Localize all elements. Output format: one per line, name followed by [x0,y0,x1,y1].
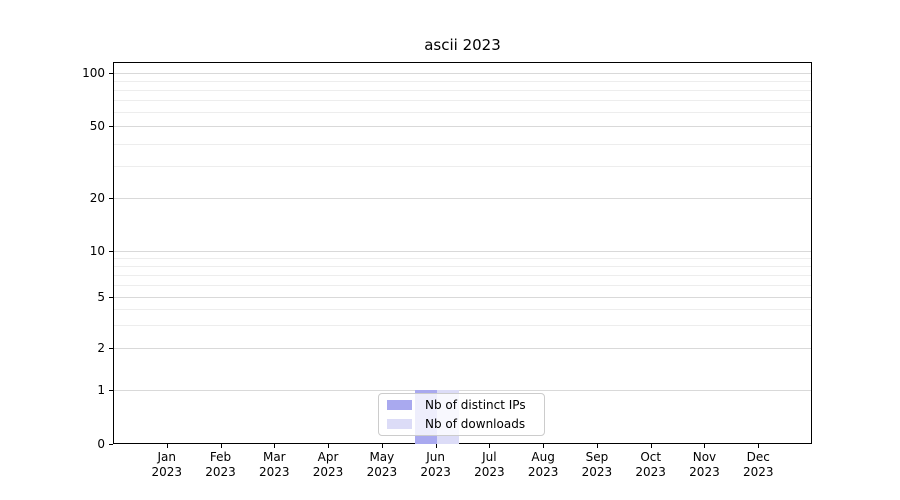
y-tick [109,444,113,445]
x-tick-label: May 2023 [366,450,398,479]
x-tick-label: Dec 2023 [742,450,774,479]
x-tick-label: Mar 2023 [259,450,290,479]
x-tick [328,444,330,448]
x-tick [543,444,545,448]
major-gridline [114,251,811,252]
minor-gridline [114,143,811,145]
y-tick [109,73,113,74]
x-tick [435,444,437,448]
legend-item-distinct-ips: Nb of distinct IPs [387,397,536,413]
minor-gridline [114,284,811,286]
y-tick [109,348,113,349]
minor-gridline [114,309,811,311]
x-tick [381,444,383,448]
x-tick-label: Feb 2023 [205,450,236,479]
minor-gridline [114,265,811,267]
x-tick-label: Sep 2023 [581,450,613,479]
x-tick [220,444,222,448]
y-tick-label: 1 [97,383,105,397]
x-tick [596,444,598,448]
y-tick [109,198,113,199]
x-tick-label: Nov 2023 [689,450,720,479]
y-tick-label: 0 [97,437,105,451]
y-tick [109,390,113,391]
y-tick-label: 5 [97,290,105,304]
major-gridline [114,126,811,127]
major-gridline [114,348,811,349]
major-gridline [114,297,811,298]
minor-gridline [114,112,811,114]
minor-gridline [114,257,811,259]
x-tick [758,444,760,448]
x-tick-label: Jul 2023 [474,450,505,479]
minor-gridline [114,166,811,168]
x-tick-label: Aug 2023 [527,450,559,479]
major-gridline [114,198,811,199]
x-tick-label: Jan 2023 [151,450,183,479]
x-tick-label: Oct 2023 [635,450,666,479]
legend-swatch-downloads [387,419,412,429]
y-tick [109,126,113,127]
y-tick-label: 50 [89,119,105,133]
x-tick [704,444,706,448]
y-tick-label: 10 [89,244,105,258]
minor-gridline [114,274,811,276]
minor-gridline [114,81,811,83]
major-gridline [114,390,811,391]
y-tick-label: 100 [82,66,105,80]
minor-gridline [114,90,811,92]
x-tick [166,444,168,448]
legend-label-distinct-ips: Nb of distinct IPs [425,398,526,412]
plot-area [113,62,812,444]
legend: Nb of distinct IPs Nb of downloads [378,393,545,436]
x-tick [489,444,491,448]
legend-swatch-distinct-ips [387,400,412,410]
minor-gridline [114,100,811,102]
x-tick [274,444,276,448]
x-tick-label: Apr 2023 [312,450,344,479]
y-tick [109,297,113,298]
major-gridline [114,73,811,74]
x-tick [650,444,652,448]
x-tick-label: Jun 2023 [420,450,451,479]
y-tick-label: 2 [97,341,105,355]
legend-item-downloads: Nb of downloads [387,416,536,432]
y-tick-label: 20 [89,191,105,205]
chart-title: ascii 2023 [424,36,501,54]
y-tick [109,251,113,252]
legend-label-downloads: Nb of downloads [425,417,526,431]
minor-gridline [114,325,811,327]
